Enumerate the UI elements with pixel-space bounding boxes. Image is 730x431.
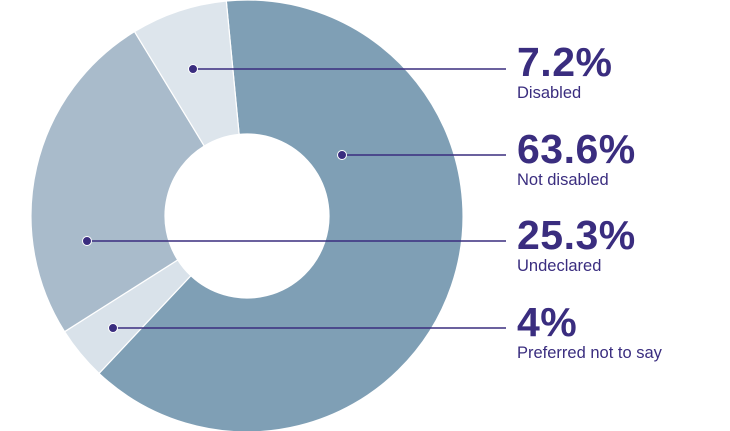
category-label: Preferred not to say [517, 344, 662, 362]
category-label: Undeclared [517, 257, 602, 275]
value-label: 4% [517, 299, 578, 345]
label-disabled: 7.2% Disabled [517, 39, 613, 103]
label-preferred-not-to-say: 4% Preferred not to say [517, 299, 662, 363]
value-label: 7.2% [517, 39, 613, 85]
value-label: 25.3% [517, 212, 636, 258]
value-label: 63.6% [517, 126, 636, 172]
category-label: Disabled [517, 84, 582, 102]
label-not-disabled: 63.6% Not disabled [517, 126, 636, 190]
leader-dot-undeclared [82, 236, 92, 246]
label-undeclared: 25.3% Undeclared [517, 212, 636, 276]
slice-disabled [133, 0, 240, 147]
leader-dot-not-disabled [337, 150, 347, 160]
category-label: Not disabled [517, 171, 609, 189]
slice-undeclared [30, 30, 206, 333]
leader-dot-preferred-not-to-say [108, 323, 118, 333]
leader-dot-disabled [188, 64, 198, 74]
